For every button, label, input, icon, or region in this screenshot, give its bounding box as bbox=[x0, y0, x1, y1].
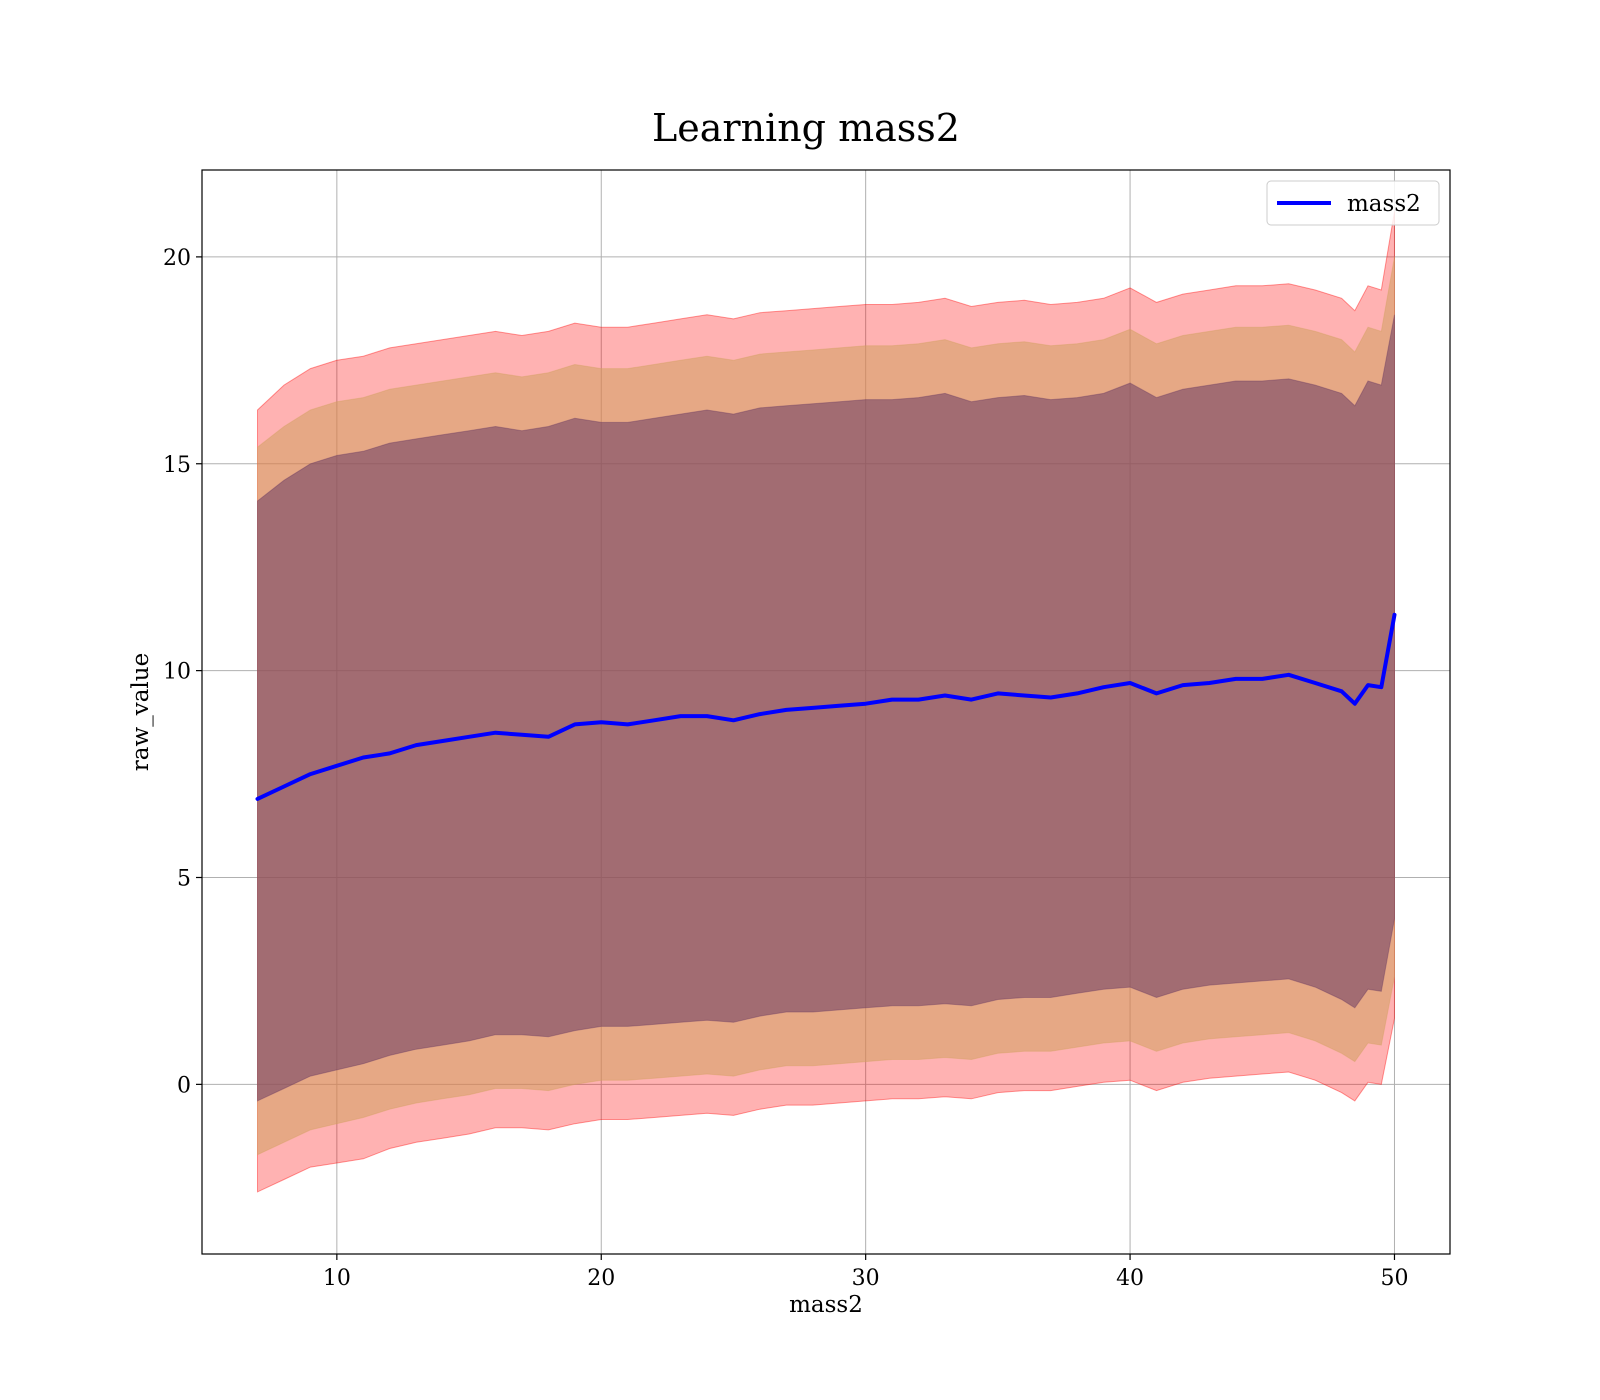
legend: mass2 bbox=[1266, 180, 1440, 226]
series-line-mass2 bbox=[255, 612, 1397, 801]
plot-frame bbox=[201, 169, 1451, 1255]
y-tick-label: 10 bbox=[163, 660, 191, 685]
y-axis-ticks: 0 5 10 15 20 bbox=[163, 246, 202, 1098]
x-tick-label: 40 bbox=[1116, 1266, 1144, 1291]
chart-title: Learning mass2 bbox=[652, 106, 960, 150]
y-tick-label: 20 bbox=[163, 246, 191, 271]
legend-box bbox=[1266, 180, 1440, 226]
y-axis-label: raw_value bbox=[128, 653, 154, 771]
x-tick-label: 20 bbox=[587, 1266, 615, 1291]
y-tick-label: 0 bbox=[177, 1073, 191, 1098]
x-axis-label: mass2 bbox=[789, 1292, 863, 1318]
x-tick-label: 50 bbox=[1380, 1266, 1408, 1291]
x-tick-label: 30 bbox=[852, 1266, 880, 1291]
series-lines bbox=[255, 612, 1397, 801]
x-tick-label: 10 bbox=[323, 1266, 351, 1291]
confidence-bands bbox=[257, 211, 1395, 1193]
y-tick-label: 15 bbox=[163, 453, 191, 478]
y-tick-label: 5 bbox=[177, 866, 191, 891]
legend-label-mass2: mass2 bbox=[1347, 191, 1421, 217]
x-axis-ticks: 10 20 30 40 50 bbox=[323, 1254, 1408, 1291]
